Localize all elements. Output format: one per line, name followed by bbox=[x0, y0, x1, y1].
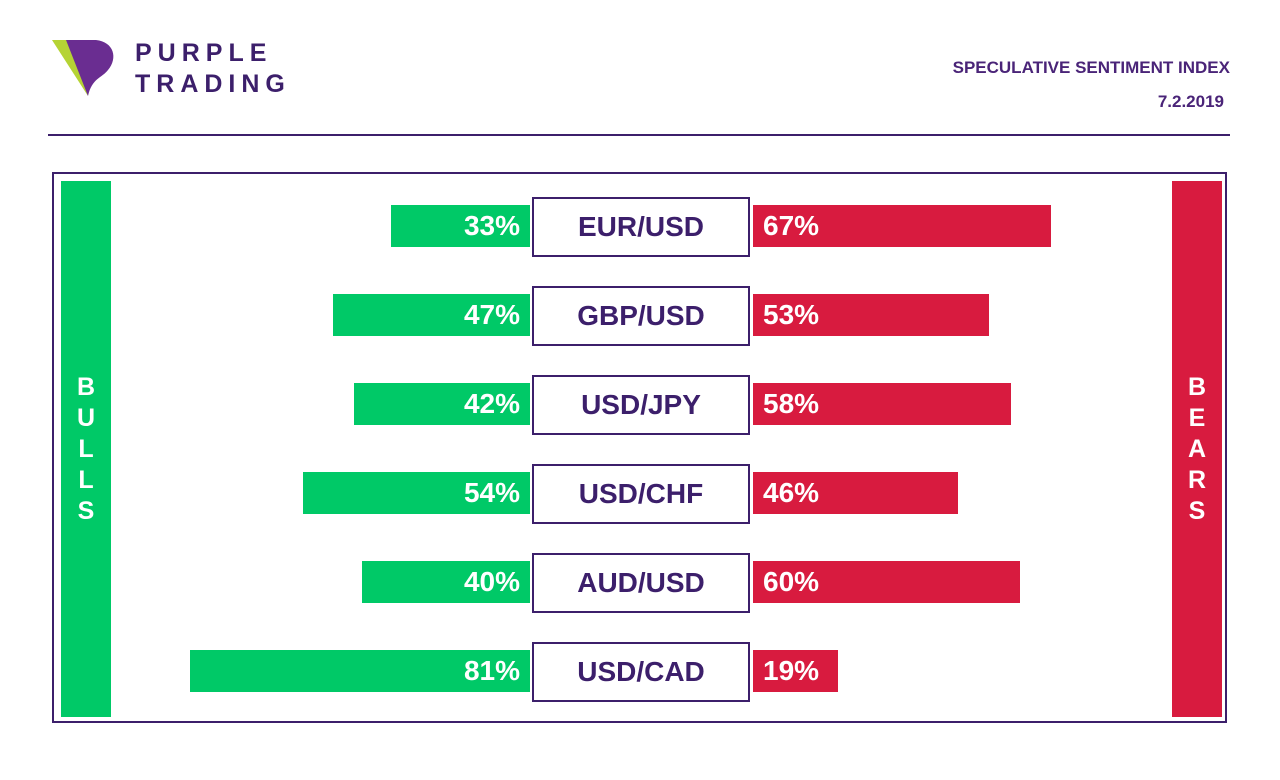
bulls-percent-label: 40% bbox=[463, 566, 520, 597]
sentiment-row: 42% 58% USD/JPY bbox=[0, 375, 1280, 435]
bears-percent-label: 46% bbox=[763, 477, 820, 508]
index-date: 7.2.2019 bbox=[1157, 92, 1224, 111]
bears-percent-label: 53% bbox=[763, 299, 820, 330]
currency-pair-label: USD/CHF bbox=[532, 464, 750, 524]
bulls-percent-label: 81% bbox=[463, 655, 520, 686]
brand-name-line2: TRADING bbox=[135, 70, 291, 98]
bears-percent-label: 19% bbox=[763, 655, 820, 686]
bulls-bar: 54% bbox=[303, 472, 530, 514]
bears-bar: 46% bbox=[753, 472, 958, 514]
header-divider bbox=[48, 134, 1230, 136]
chart-frame bbox=[52, 172, 1227, 723]
bears-bar: 53% bbox=[753, 294, 989, 336]
bears-bar: 67% bbox=[753, 205, 1052, 247]
currency-pair-label: GBP/USD bbox=[532, 286, 750, 346]
bears-percent-label: 67% bbox=[763, 210, 820, 241]
sentiment-row: 81% 19% USD/CAD bbox=[0, 642, 1280, 702]
sentiment-row: 33% 67% EUR/USD bbox=[0, 197, 1280, 257]
brand-name-line1: PURPLE bbox=[135, 39, 273, 67]
bulls-percent-label: 54% bbox=[463, 477, 520, 508]
bears-bar: 60% bbox=[753, 561, 1020, 603]
bulls-bar: 42% bbox=[353, 383, 530, 425]
bulls-percent-label: 47% bbox=[463, 299, 520, 330]
bulls-percent-label: 42% bbox=[463, 388, 520, 419]
bulls-bar: 40% bbox=[362, 561, 530, 603]
bears-bar: 58% bbox=[753, 383, 1012, 425]
index-title: SPECULATIVE SENTIMENT INDEX bbox=[952, 58, 1230, 77]
logo-icon bbox=[52, 40, 114, 96]
bulls-bar: 33% bbox=[391, 205, 530, 247]
sentiment-row: 40% 60% AUD/USD bbox=[0, 553, 1280, 613]
brand-name: PURPLE TRADING bbox=[135, 38, 291, 100]
bears-percent-label: 60% bbox=[763, 566, 820, 597]
bulls-bar: 47% bbox=[332, 294, 530, 336]
currency-pair-label: AUD/USD bbox=[532, 553, 750, 613]
bulls-percent-label: 33% bbox=[463, 210, 520, 241]
bears-bar: 19% bbox=[753, 650, 838, 692]
currency-pair-label: USD/CAD bbox=[532, 642, 750, 702]
bears-percent-label: 58% bbox=[763, 388, 820, 419]
sentiment-row: 47% 53% GBP/USD bbox=[0, 286, 1280, 346]
bulls-bar: 81% bbox=[189, 650, 530, 692]
currency-pair-label: USD/JPY bbox=[532, 375, 750, 435]
sentiment-row: 54% 46% USD/CHF bbox=[0, 464, 1280, 524]
currency-pair-label: EUR/USD bbox=[532, 197, 750, 257]
